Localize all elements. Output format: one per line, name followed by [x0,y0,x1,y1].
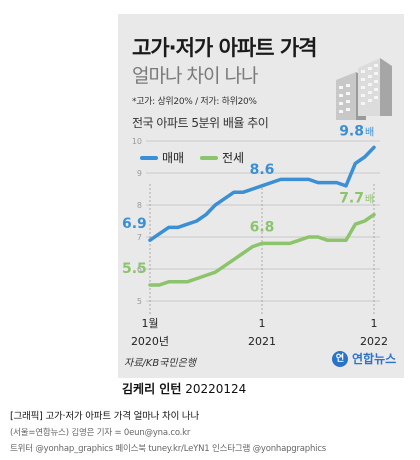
yonhap-logo-text: 연합뉴스 [352,352,397,366]
legend-label: 전세 [222,151,244,165]
x-tick-month: 1 [371,317,378,330]
infographic-card: 5 6 7 8 9 10 6.9 8.6 9.8 배 5.5 6.8 7.7 배 1월 2020년 1 202… [118,14,404,378]
footer-line: (서울=연합뉴스) 김영은 기자 = 0eun@yna.co.kr [10,428,191,438]
data-label-unit: 배 [365,126,374,138]
yonhap-logo-mark-icon: 연 [332,350,348,367]
graphic-caption: [그래픽] 고가·저가 아파트 가격 얼마나 차이 나나 [10,411,200,422]
data-label: 6.9 [122,216,147,232]
y-tick-label: 7 [137,233,142,242]
chart-title: 고가·저가 아파트 가격 [132,36,317,60]
legend: 매매 전세 [140,151,244,165]
series-line-maemae [148,145,376,242]
y-tick-label: 5 [137,297,142,306]
chart-caption: 전국 아파트 5분위 배율 추이 [132,116,269,130]
series-line-jeonse [148,212,376,287]
chart-subtitle: 얼마나 차이 나나 [132,65,258,87]
graphic-credit: 김케리 인턴 20220124 [122,380,246,397]
data-label: 7.7 [339,191,364,207]
y-tick-label: 8 [137,201,142,210]
x-tick-month: 1 [259,317,266,330]
y-tick-label: 6 [137,265,142,274]
x-tick-year: 2020년 [131,335,169,348]
x-tick-year: 2022 [360,335,388,348]
data-label: 9.8 [339,123,364,139]
yonhap-logo: 연 연합뉴스 [332,350,396,367]
data-label-unit: 배 [365,194,374,206]
y-tick-label: 10 [132,137,142,146]
data-label: 5.5 [122,261,147,277]
credit-date: 20220124 [185,382,247,396]
apartment-buildings-icon [336,58,392,120]
data-label: 6.8 [250,219,275,235]
y-tick-label: 9 [137,169,142,178]
x-tick-labels: 1월 2020년 1 2021 1 2022 [131,317,388,348]
x-tick-month: 1월 [141,317,158,330]
value-labels: 6.98.69.8 배5.56.87.7 배 [122,123,374,277]
y-tick-labels: 5 6 7 8 9 10 [132,137,142,306]
credit-name: 김케리 인턴 [122,382,182,396]
grid-lines [146,140,380,302]
footer-line: 트위터 @yonhap_graphics 페이스북 tuney.kr/LeYN1… [10,444,327,454]
data-source: 자료/KB국민은행 [124,358,196,369]
legend-label: 매매 [162,151,184,165]
x-axis-guides [149,184,375,316]
definition-note: *고가: 상위20% / 저가: 하위20% [132,97,257,107]
series-lines [148,145,376,287]
data-label: 8.6 [250,162,275,178]
x-tick-year: 2021 [248,335,276,348]
